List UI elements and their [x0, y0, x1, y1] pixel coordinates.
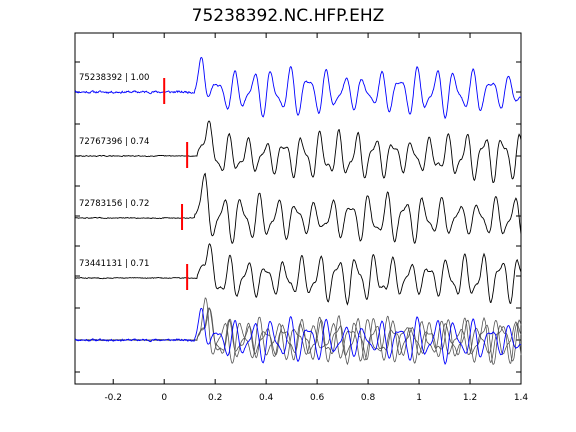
x-tick-label: 0.8 [361, 393, 376, 403]
trace-1-label: 75238392 | 1.00 [79, 73, 149, 83]
stack-trace-1 [74, 307, 522, 365]
x-tick-label: 0 [161, 393, 167, 403]
trace-3-label: 72783156 | 0.72 [79, 199, 149, 209]
x-tick-label: -0.2 [104, 393, 122, 403]
x-tick-label: 0.6 [310, 393, 325, 403]
trace-group [74, 56, 522, 306]
trace-labels: 75238392 | 1.00 72767396 | 0.74 72783156 |… [79, 73, 149, 269]
x-axis: -0.2 0 0.2 0.4 0.6 0.8 1 1.2 1.4 [104, 33, 528, 403]
x-tick-label: 1.4 [514, 393, 529, 403]
x-tick-label: 0.2 [208, 393, 222, 403]
stacked-traces [74, 297, 522, 366]
trace-2-label: 72767396 | 0.74 [79, 137, 149, 147]
trace-3-line [74, 172, 522, 244]
trace-4-label: 73441131 | 0.71 [79, 259, 149, 269]
trace-2-line [74, 120, 522, 183]
chart-title: 75238392.NC.HFP.EHZ [191, 6, 385, 26]
trace-1-line [74, 56, 522, 120]
x-tick-label: 1.2 [463, 393, 477, 403]
x-tick-label: 1 [416, 393, 422, 403]
stack-trace-4 [74, 307, 522, 365]
x-tick-label: 0.4 [259, 393, 274, 403]
axes-frame [74, 32, 522, 385]
stack-trace-2 [74, 307, 522, 366]
trace-4-line [74, 243, 522, 306]
